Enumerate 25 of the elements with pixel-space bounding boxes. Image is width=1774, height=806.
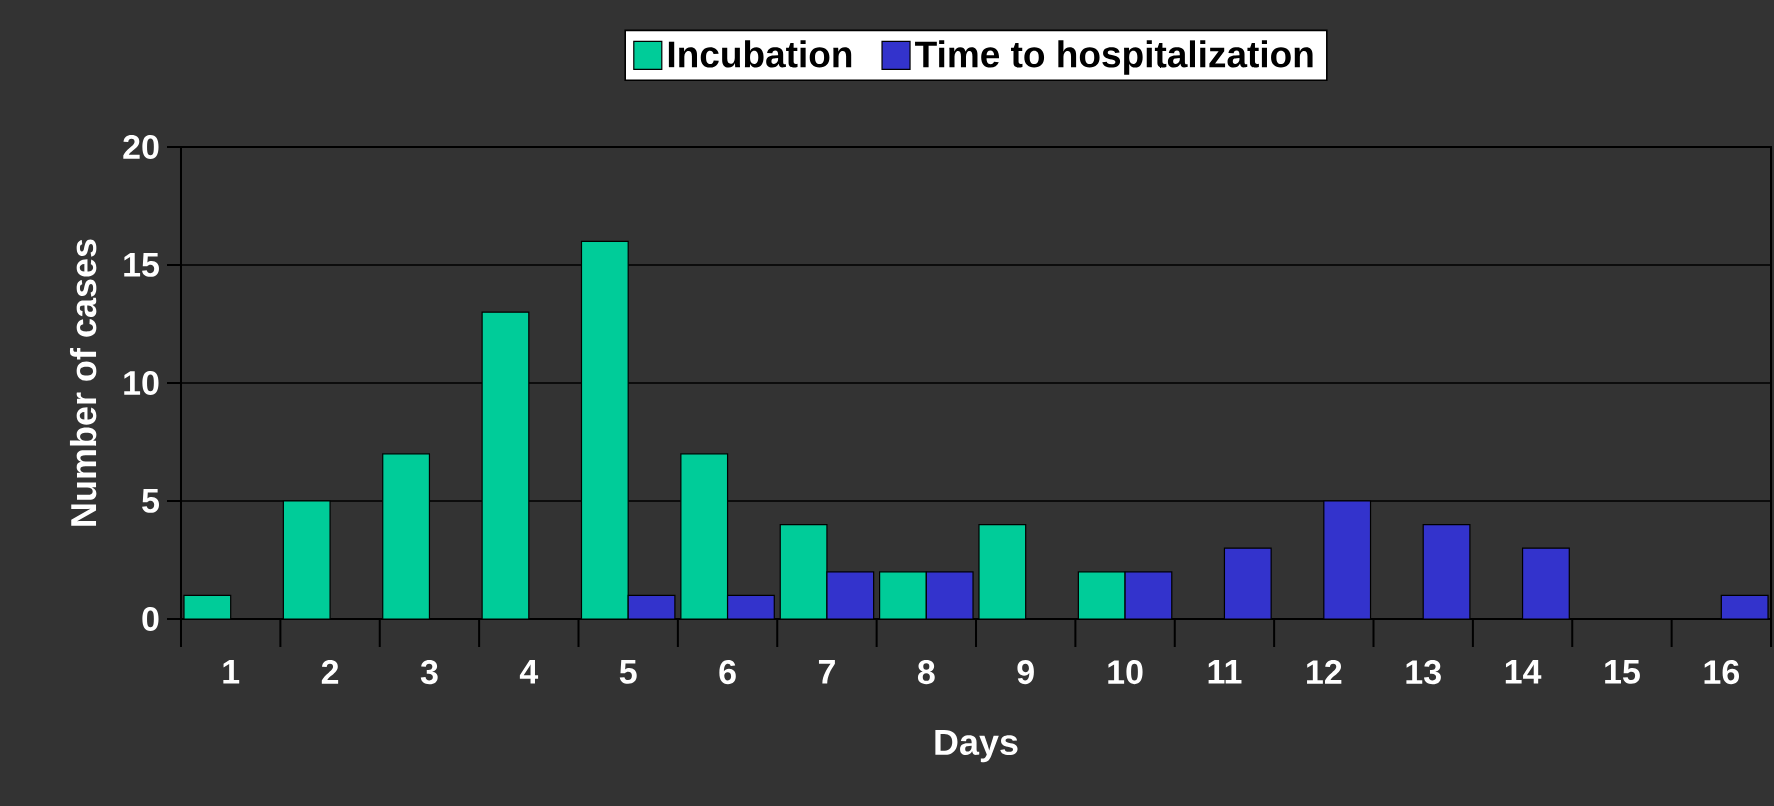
y-tick-label: 5 — [142, 489, 159, 513]
x-tick-label: 14 — [1505, 660, 1542, 684]
x-tick-label: 3 — [420, 660, 438, 685]
y-tick-label: 15 — [124, 253, 159, 277]
x-tick-label: 5 — [619, 660, 637, 684]
x-tick-label: 11 — [1208, 660, 1242, 684]
x-tick-label: 7 — [818, 660, 835, 684]
y-tick-label: 10 — [124, 370, 159, 396]
x-tick-label: 10 — [1108, 660, 1143, 685]
legend-label: Incubation — [668, 40, 852, 68]
x-tick-label: 16 — [1704, 660, 1740, 685]
x-tick-label: 9 — [1017, 660, 1034, 685]
legend-label: Time to hospitalization — [915, 40, 1313, 75]
x-tick-label: 13 — [1406, 660, 1441, 685]
y-tick-label: 0 — [142, 606, 159, 632]
x-tick-label: 2 — [321, 660, 339, 684]
y-axis-title: Number of cases — [69, 239, 97, 526]
x-tick-label: 4 — [519, 660, 539, 684]
x-axis-title: Days — [935, 729, 1018, 763]
x-tick-label: 1 — [223, 660, 240, 684]
x-tick-label: 6 — [719, 660, 736, 685]
x-tick-label: 12 — [1307, 660, 1342, 684]
x-tick-label: 15 — [1605, 660, 1640, 684]
y-tick-label: 20 — [123, 134, 159, 160]
x-tick-label: 8 — [917, 660, 935, 685]
